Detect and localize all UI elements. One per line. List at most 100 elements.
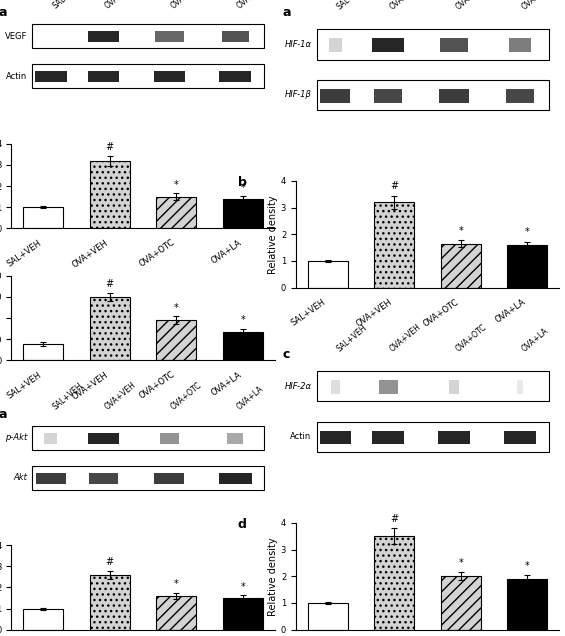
Text: a: a bbox=[0, 6, 7, 19]
Bar bbox=[88, 432, 119, 444]
Bar bbox=[372, 38, 404, 52]
Bar bbox=[32, 425, 264, 450]
Bar bbox=[506, 88, 534, 102]
Bar bbox=[516, 380, 523, 394]
Bar bbox=[46, 31, 55, 43]
Bar bbox=[308, 261, 348, 287]
Y-axis label: Relative density: Relative density bbox=[268, 195, 278, 273]
Bar bbox=[379, 380, 398, 394]
Bar bbox=[219, 473, 252, 484]
Bar bbox=[441, 576, 481, 630]
Text: *: * bbox=[459, 558, 463, 568]
Text: *: * bbox=[241, 582, 245, 592]
Text: p-Akt: p-Akt bbox=[5, 433, 27, 442]
Text: OVA+LA: OVA+LA bbox=[235, 0, 266, 10]
Bar bbox=[219, 71, 251, 82]
Text: Akt: Akt bbox=[13, 473, 27, 482]
Bar bbox=[23, 344, 63, 360]
Bar bbox=[223, 198, 263, 228]
Bar bbox=[317, 80, 549, 110]
Bar bbox=[508, 38, 531, 52]
Text: *: * bbox=[174, 303, 179, 312]
Text: OVA+VEH: OVA+VEH bbox=[388, 0, 423, 11]
Text: OVA+OTC: OVA+OTC bbox=[454, 0, 488, 11]
Text: *: * bbox=[459, 226, 463, 236]
Text: OVA+LA: OVA+LA bbox=[520, 0, 550, 11]
Bar bbox=[88, 31, 119, 43]
Text: *: * bbox=[241, 183, 245, 193]
Bar bbox=[32, 466, 264, 490]
Bar bbox=[89, 473, 118, 484]
Bar bbox=[157, 596, 196, 630]
Text: Actin: Actin bbox=[290, 432, 312, 441]
Text: HIF-1α: HIF-1α bbox=[285, 40, 312, 49]
Text: SAL+VEH: SAL+VEH bbox=[336, 323, 369, 354]
Bar bbox=[223, 332, 263, 360]
Text: #: # bbox=[390, 514, 398, 524]
Bar bbox=[439, 88, 469, 102]
Bar bbox=[90, 297, 130, 360]
Bar bbox=[317, 422, 549, 452]
Text: HIF-2α: HIF-2α bbox=[285, 382, 312, 391]
Bar bbox=[438, 431, 470, 445]
Bar bbox=[32, 24, 264, 48]
Bar bbox=[317, 29, 549, 60]
Text: a: a bbox=[282, 6, 291, 19]
Bar bbox=[449, 380, 459, 394]
Text: *: * bbox=[525, 228, 530, 237]
Text: *: * bbox=[525, 561, 530, 570]
Bar bbox=[374, 88, 402, 102]
Bar bbox=[507, 579, 547, 630]
Text: a: a bbox=[0, 408, 7, 421]
Y-axis label: Relative density: Relative density bbox=[268, 537, 278, 616]
Bar bbox=[222, 31, 249, 43]
Bar bbox=[308, 603, 348, 630]
Text: #: # bbox=[106, 279, 114, 289]
Text: #: # bbox=[106, 142, 114, 152]
Bar bbox=[45, 432, 57, 444]
Bar bbox=[441, 244, 481, 287]
Bar bbox=[88, 71, 119, 82]
Text: OVA+LA: OVA+LA bbox=[235, 385, 266, 411]
Bar bbox=[227, 432, 243, 444]
Text: OVA+VEH: OVA+VEH bbox=[103, 0, 138, 10]
Text: Actin: Actin bbox=[6, 72, 27, 81]
Text: c: c bbox=[282, 349, 290, 361]
Text: *: * bbox=[174, 579, 179, 590]
Bar bbox=[160, 432, 179, 444]
Bar bbox=[154, 473, 184, 484]
Bar bbox=[35, 71, 67, 82]
Bar bbox=[504, 431, 536, 445]
Bar bbox=[329, 38, 342, 52]
Text: SAL+VEH: SAL+VEH bbox=[51, 382, 85, 411]
Bar bbox=[440, 38, 468, 52]
Bar bbox=[154, 71, 185, 82]
Text: #: # bbox=[106, 557, 114, 567]
Bar bbox=[90, 161, 130, 228]
Text: SAL+VEH: SAL+VEH bbox=[51, 0, 85, 10]
Text: *: * bbox=[241, 315, 245, 325]
Text: OVA+OTC: OVA+OTC bbox=[170, 381, 204, 411]
Bar bbox=[375, 536, 414, 630]
Bar bbox=[157, 320, 196, 360]
Text: OVA+OTC: OVA+OTC bbox=[454, 322, 488, 354]
Text: *: * bbox=[174, 180, 179, 190]
Text: HIF-1β: HIF-1β bbox=[285, 90, 312, 99]
Bar bbox=[23, 207, 63, 228]
Text: OVA+LA: OVA+LA bbox=[520, 326, 550, 354]
Text: d: d bbox=[238, 518, 247, 530]
Bar bbox=[36, 473, 66, 484]
Text: b: b bbox=[238, 176, 247, 188]
Bar bbox=[507, 245, 547, 287]
Text: #: # bbox=[390, 181, 398, 191]
Bar bbox=[32, 64, 264, 88]
Bar bbox=[317, 371, 549, 401]
Bar bbox=[320, 88, 350, 102]
Bar bbox=[157, 197, 196, 228]
Bar bbox=[23, 609, 63, 630]
Bar bbox=[90, 575, 130, 630]
Bar bbox=[155, 31, 184, 43]
Bar bbox=[331, 380, 340, 394]
Bar bbox=[223, 598, 263, 630]
Text: VEGF: VEGF bbox=[5, 32, 27, 41]
